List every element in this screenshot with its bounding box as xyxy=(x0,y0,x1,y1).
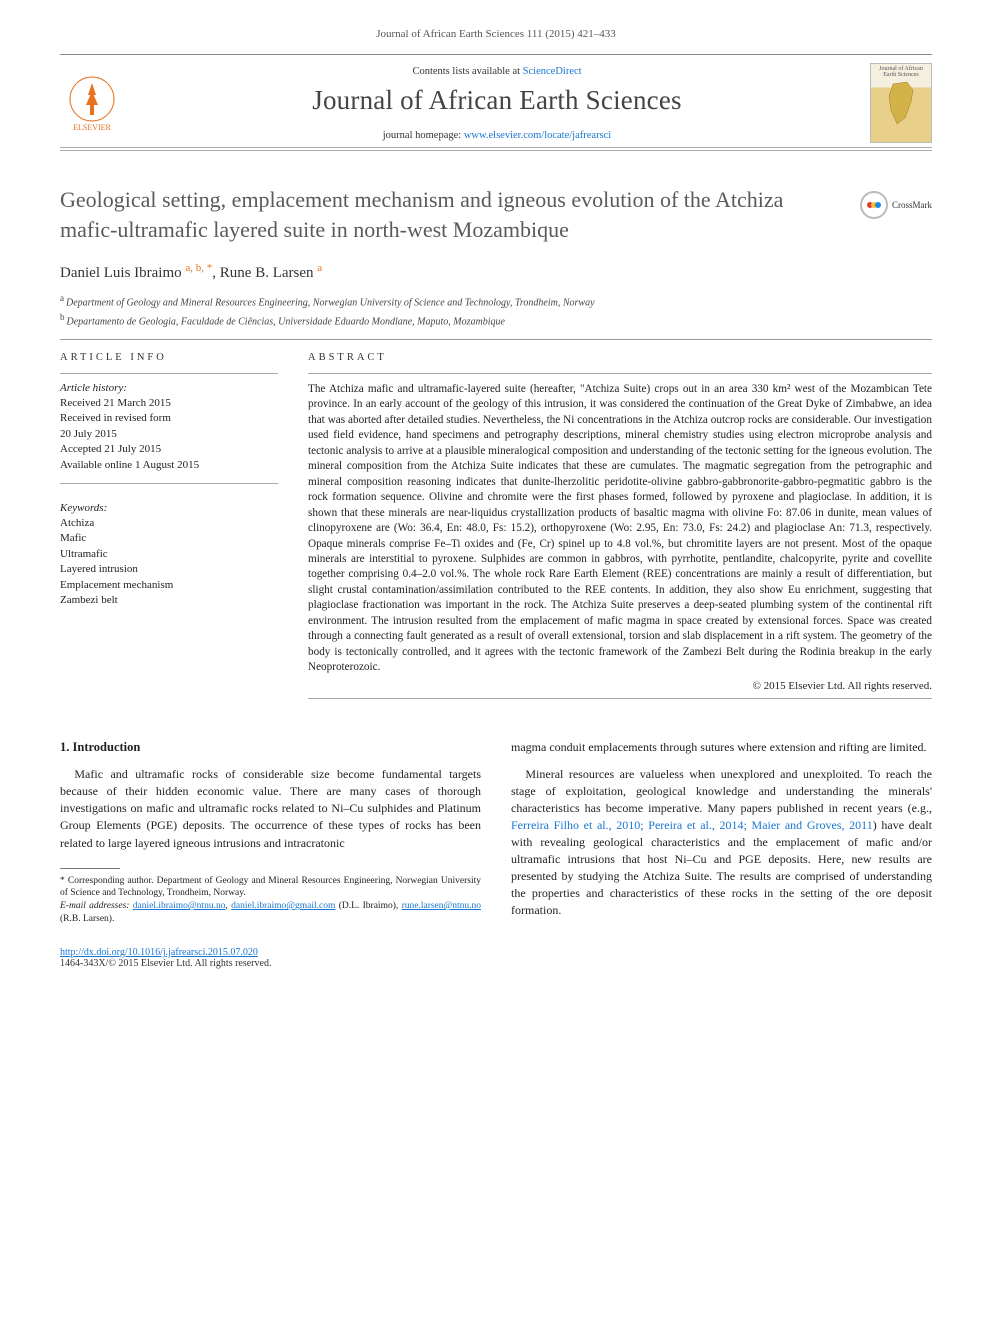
affil-text-b: Departamento de Geologia, Faculdade de C… xyxy=(67,316,505,327)
footnote-rule xyxy=(60,868,120,869)
keyword-2: Mafic xyxy=(60,531,278,546)
keyword-5: Emplacement mechanism xyxy=(60,578,278,593)
section-title: Introduction xyxy=(73,740,141,754)
body-para-1: Mafic and ultramafic rocks of considerab… xyxy=(60,766,481,851)
affil-mark-b: b xyxy=(60,312,65,322)
email-3[interactable]: rune.larsen@ntnu.no xyxy=(402,901,481,911)
crossmark-badge-icon xyxy=(860,191,888,219)
affil-text-a: Department of Geology and Mineral Resour… xyxy=(66,298,595,309)
corresponding-author-footnote: * Corresponding author. Department of Ge… xyxy=(60,868,481,926)
journal-homepage-link[interactable]: www.elsevier.com/locate/jafrearsci xyxy=(464,130,611,141)
abstract-bottom-rule xyxy=(308,698,932,699)
email-2[interactable]: daniel.ibraimo@gmail.com xyxy=(231,901,335,911)
affil-mark-a: a xyxy=(60,293,64,303)
body-citation-link[interactable]: Ferreira Filho et al., 2010; Pereira et … xyxy=(511,818,873,832)
banner-bottom-rule-1 xyxy=(60,147,932,148)
article-title: Geological setting, emplacement mechanis… xyxy=(60,185,932,244)
journal-title: Journal of African Earth Sciences xyxy=(136,85,858,116)
body-para-2a: magma conduit emplacements through sutur… xyxy=(511,739,932,756)
email-label: E-mail addresses: xyxy=(60,901,129,911)
body-para-2b: Mineral resources are valueless when une… xyxy=(511,766,932,919)
sciencedirect-link[interactable]: ScienceDirect xyxy=(523,66,582,77)
keyword-4: Layered intrusion xyxy=(60,562,278,577)
affiliation-list: aDepartment of Geology and Mineral Resou… xyxy=(60,292,932,329)
section-1-heading: 1. Introduction xyxy=(60,739,481,757)
article-body: 1. Introduction Mafic and ultramafic roc… xyxy=(60,739,932,929)
contents-available-line: Contents lists available at ScienceDirec… xyxy=(136,66,858,77)
keyword-3: Ultramafic xyxy=(60,547,278,562)
doi-link[interactable]: http://dx.doi.org/10.1016/j.jafrearsci.2… xyxy=(60,947,258,958)
author-affil-marks-2: a xyxy=(317,262,322,274)
article-info-heading: ARTICLE INFO xyxy=(60,352,278,363)
article-info-rule xyxy=(60,373,278,374)
banner-bottom-rule-2 xyxy=(60,150,932,151)
corresponding-author-text: * Corresponding author. Department of Ge… xyxy=(60,875,481,901)
keyword-6: Zambezi belt xyxy=(60,593,278,608)
abstract-copyright: © 2015 Elsevier Ltd. All rights reserved… xyxy=(308,680,932,692)
issn-copyright-line: 1464-343X/© 2015 Elsevier Ltd. All right… xyxy=(60,958,932,969)
elsevier-logo[interactable]: ELSEVIER xyxy=(60,67,124,139)
history-line-1: Received 21 March 2015 xyxy=(60,396,278,411)
info-abstract-grid: ARTICLE INFO Article history: Received 2… xyxy=(60,352,932,699)
author-name-2[interactable]: Rune B. Larsen xyxy=(220,265,314,281)
article-history-label: Article history: xyxy=(60,382,278,394)
abstract-column: ABSTRACT The Atchiza mafic and ultramafi… xyxy=(308,352,932,699)
history-line-5: Available online 1 August 2015 xyxy=(60,458,278,473)
article-header: CrossMark Geological setting, emplacemen… xyxy=(60,185,932,329)
africa-map-icon xyxy=(881,78,921,128)
author-list: Daniel Luis Ibraimo a, b, *, Rune B. Lar… xyxy=(60,262,932,282)
body-para-2b-post: ) have dealt with revealing geological c… xyxy=(511,818,932,917)
homepage-prefix: journal homepage: xyxy=(383,130,464,141)
page-footer: http://dx.doi.org/10.1016/j.jafrearsci.2… xyxy=(60,947,932,969)
elsevier-logo-label: ELSEVIER xyxy=(73,123,111,132)
crossmark-label: CrossMark xyxy=(892,200,932,210)
journal-homepage-line: journal homepage: www.elsevier.com/locat… xyxy=(136,130,858,141)
history-line-3: 20 July 2015 xyxy=(60,427,278,442)
history-line-4: Accepted 21 July 2015 xyxy=(60,442,278,457)
author-affil-marks-1: a, b, * xyxy=(185,262,212,274)
history-bottom-rule xyxy=(60,483,278,484)
cover-thumb-label: Journal of African Earth Sciences xyxy=(873,66,929,78)
elsevier-tree-icon xyxy=(68,75,116,123)
abstract-text: The Atchiza mafic and ultramafic-layered… xyxy=(308,382,932,676)
body-para-2b-pre: Mineral resources are valueless when une… xyxy=(511,767,932,815)
affiliation-1: aDepartment of Geology and Mineral Resou… xyxy=(60,292,932,310)
abstract-rule xyxy=(308,373,932,374)
email-2-who: (D.L. Ibraimo), xyxy=(339,901,399,911)
history-line-2: Received in revised form xyxy=(60,411,278,426)
email-line: E-mail addresses: daniel.ibraimo@ntnu.no… xyxy=(60,900,481,926)
abstract-heading: ABSTRACT xyxy=(308,352,932,363)
email-1[interactable]: daniel.ibraimo@ntnu.no xyxy=(133,901,226,911)
contents-prefix: Contents lists available at xyxy=(412,66,522,77)
header-separator xyxy=(60,339,932,340)
journal-banner: ELSEVIER Contents lists available at Sci… xyxy=(60,55,932,147)
keyword-1: Atchiza xyxy=(60,516,278,531)
crossmark-widget[interactable]: CrossMark xyxy=(860,191,932,219)
section-number: 1. xyxy=(60,740,69,754)
affiliation-2: bDepartamento de Geologia, Faculdade de … xyxy=(60,311,932,329)
running-head: Journal of African Earth Sciences 111 (2… xyxy=(60,28,932,40)
author-name-1[interactable]: Daniel Luis Ibraimo xyxy=(60,265,182,281)
article-info-column: ARTICLE INFO Article history: Received 2… xyxy=(60,352,278,699)
banner-center: Contents lists available at ScienceDirec… xyxy=(136,66,858,141)
journal-cover-thumbnail[interactable]: Journal of African Earth Sciences xyxy=(870,63,932,143)
keywords-label: Keywords: xyxy=(60,502,278,514)
email-3-who: (R.B. Larsen). xyxy=(60,914,114,924)
